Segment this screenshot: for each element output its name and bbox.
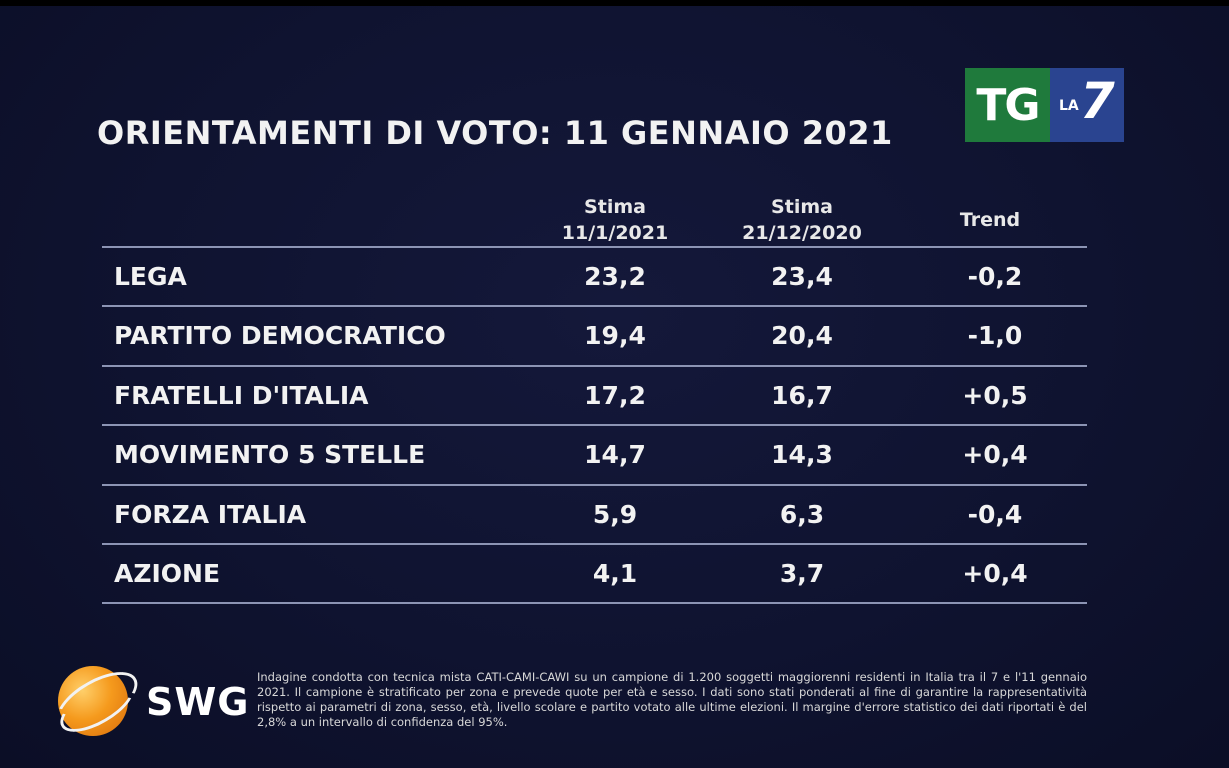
table-rule [102, 305, 1087, 308]
party-label: FORZA ITALIA [114, 499, 307, 529]
value-trend: +0,4 [962, 440, 1028, 470]
la-logo-text: LA [1059, 98, 1079, 114]
column-header-previous: Stima 21/12/2020 [722, 194, 882, 246]
table-rule [102, 424, 1087, 427]
value-previous: 3,7 [779, 559, 825, 588]
value-current: 14,7 [584, 440, 646, 470]
party-label: AZIONE [114, 559, 221, 588]
table-rule [102, 364, 1087, 367]
column-header-trend: Trend [930, 207, 1050, 233]
table-rule [102, 543, 1087, 545]
column-header-previous-line2: 21/12/2020 [742, 222, 862, 244]
value-current: 19,4 [584, 321, 646, 351]
value-previous: 16,7 [771, 380, 833, 410]
column-header-trend-line1: Trend [959, 209, 1021, 231]
party-label: PARTITO DEMOCRATICO [114, 321, 446, 351]
methodology-note: Indagine condotta con tecnica mista CATI… [257, 670, 1087, 729]
value-trend: +0,4 [962, 559, 1028, 588]
column-header-current-line2: 11/1/2021 [561, 222, 669, 244]
value-current: 17,2 [584, 380, 646, 410]
value-trend: +0,5 [962, 380, 1028, 410]
tg-logo-mark: TG [965, 68, 1050, 142]
table-rule [102, 602, 1087, 605]
party-label: FRATELLI D'ITALIA [114, 380, 369, 410]
tg-la7-logo: TG LA 7 [965, 68, 1124, 142]
seven-logo-text: 7 [1080, 72, 1115, 130]
party-label: MOVIMENTO 5 STELLE [114, 440, 426, 470]
page-title: ORIENTAMENTI DI VOTO: 11 GENNAIO 2021 [97, 114, 893, 152]
table-rule-top [102, 246, 1087, 248]
value-current: 23,2 [584, 262, 646, 291]
value-previous: 23,4 [771, 262, 833, 291]
value-previous: 14,3 [771, 440, 833, 470]
value-trend: -0,2 [967, 262, 1023, 291]
value-current: 4,1 [592, 559, 638, 588]
value-previous: 20,4 [771, 321, 833, 351]
column-header-current: Stima 11/1/2021 [540, 194, 690, 246]
swg-logo: SWG [47, 658, 252, 748]
value-trend: -1,0 [967, 321, 1023, 351]
la7-logo-mark: LA 7 [1050, 68, 1124, 142]
swg-brand-text: SWG [146, 680, 250, 724]
table-rule [102, 483, 1087, 486]
value-previous: 6,3 [779, 499, 825, 529]
party-label: LEGA [114, 262, 187, 291]
column-header-previous-line1: Stima [771, 196, 833, 218]
swg-globe-icon [58, 666, 128, 736]
value-trend: -0,4 [967, 499, 1023, 529]
value-current: 5,9 [592, 499, 638, 529]
screen: ORIENTAMENTI DI VOTO: 11 GENNAIO 2021 TG… [0, 6, 1229, 768]
column-header-current-line1: Stima [584, 196, 646, 218]
